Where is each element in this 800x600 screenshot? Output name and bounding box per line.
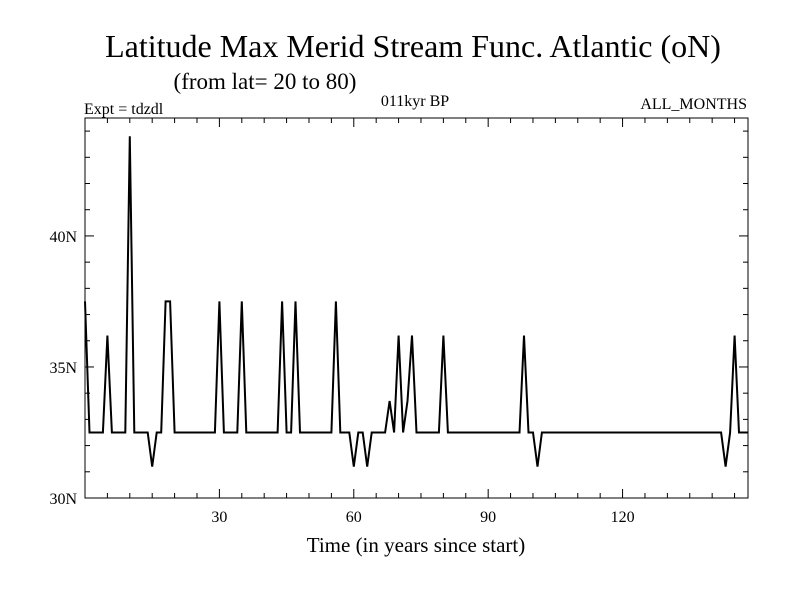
- period-label: 011kyr BP: [381, 93, 449, 110]
- chart-title: Latitude Max Merid Stream Func. Atlantic…: [105, 28, 721, 64]
- chart-subtitle: (from lat= 20 to 80): [174, 69, 357, 94]
- x-axis-label: Time (in years since start): [307, 533, 526, 557]
- axis-ticks: [85, 118, 748, 498]
- plot-frame: [84, 117, 749, 499]
- y-tick-label: 40N: [49, 229, 77, 246]
- experiment-label: Expt = tdzdl: [84, 101, 164, 118]
- x-tick-label: 60: [346, 509, 362, 526]
- x-tick-label: 90: [480, 509, 496, 526]
- x-tick-label: 30: [211, 509, 227, 526]
- series-line-max_lat: [84, 136, 748, 467]
- x-tick-labels: 30 60 90 120: [211, 509, 634, 526]
- y-tick-label: 35N: [49, 360, 77, 377]
- y-tick-label: 30N: [49, 491, 77, 508]
- months-label: ALL_MONTHS: [640, 96, 747, 113]
- x-tick-label: 120: [611, 509, 635, 526]
- series-group: [84, 136, 748, 467]
- y-tick-labels: 30N 35N 40N: [49, 229, 77, 508]
